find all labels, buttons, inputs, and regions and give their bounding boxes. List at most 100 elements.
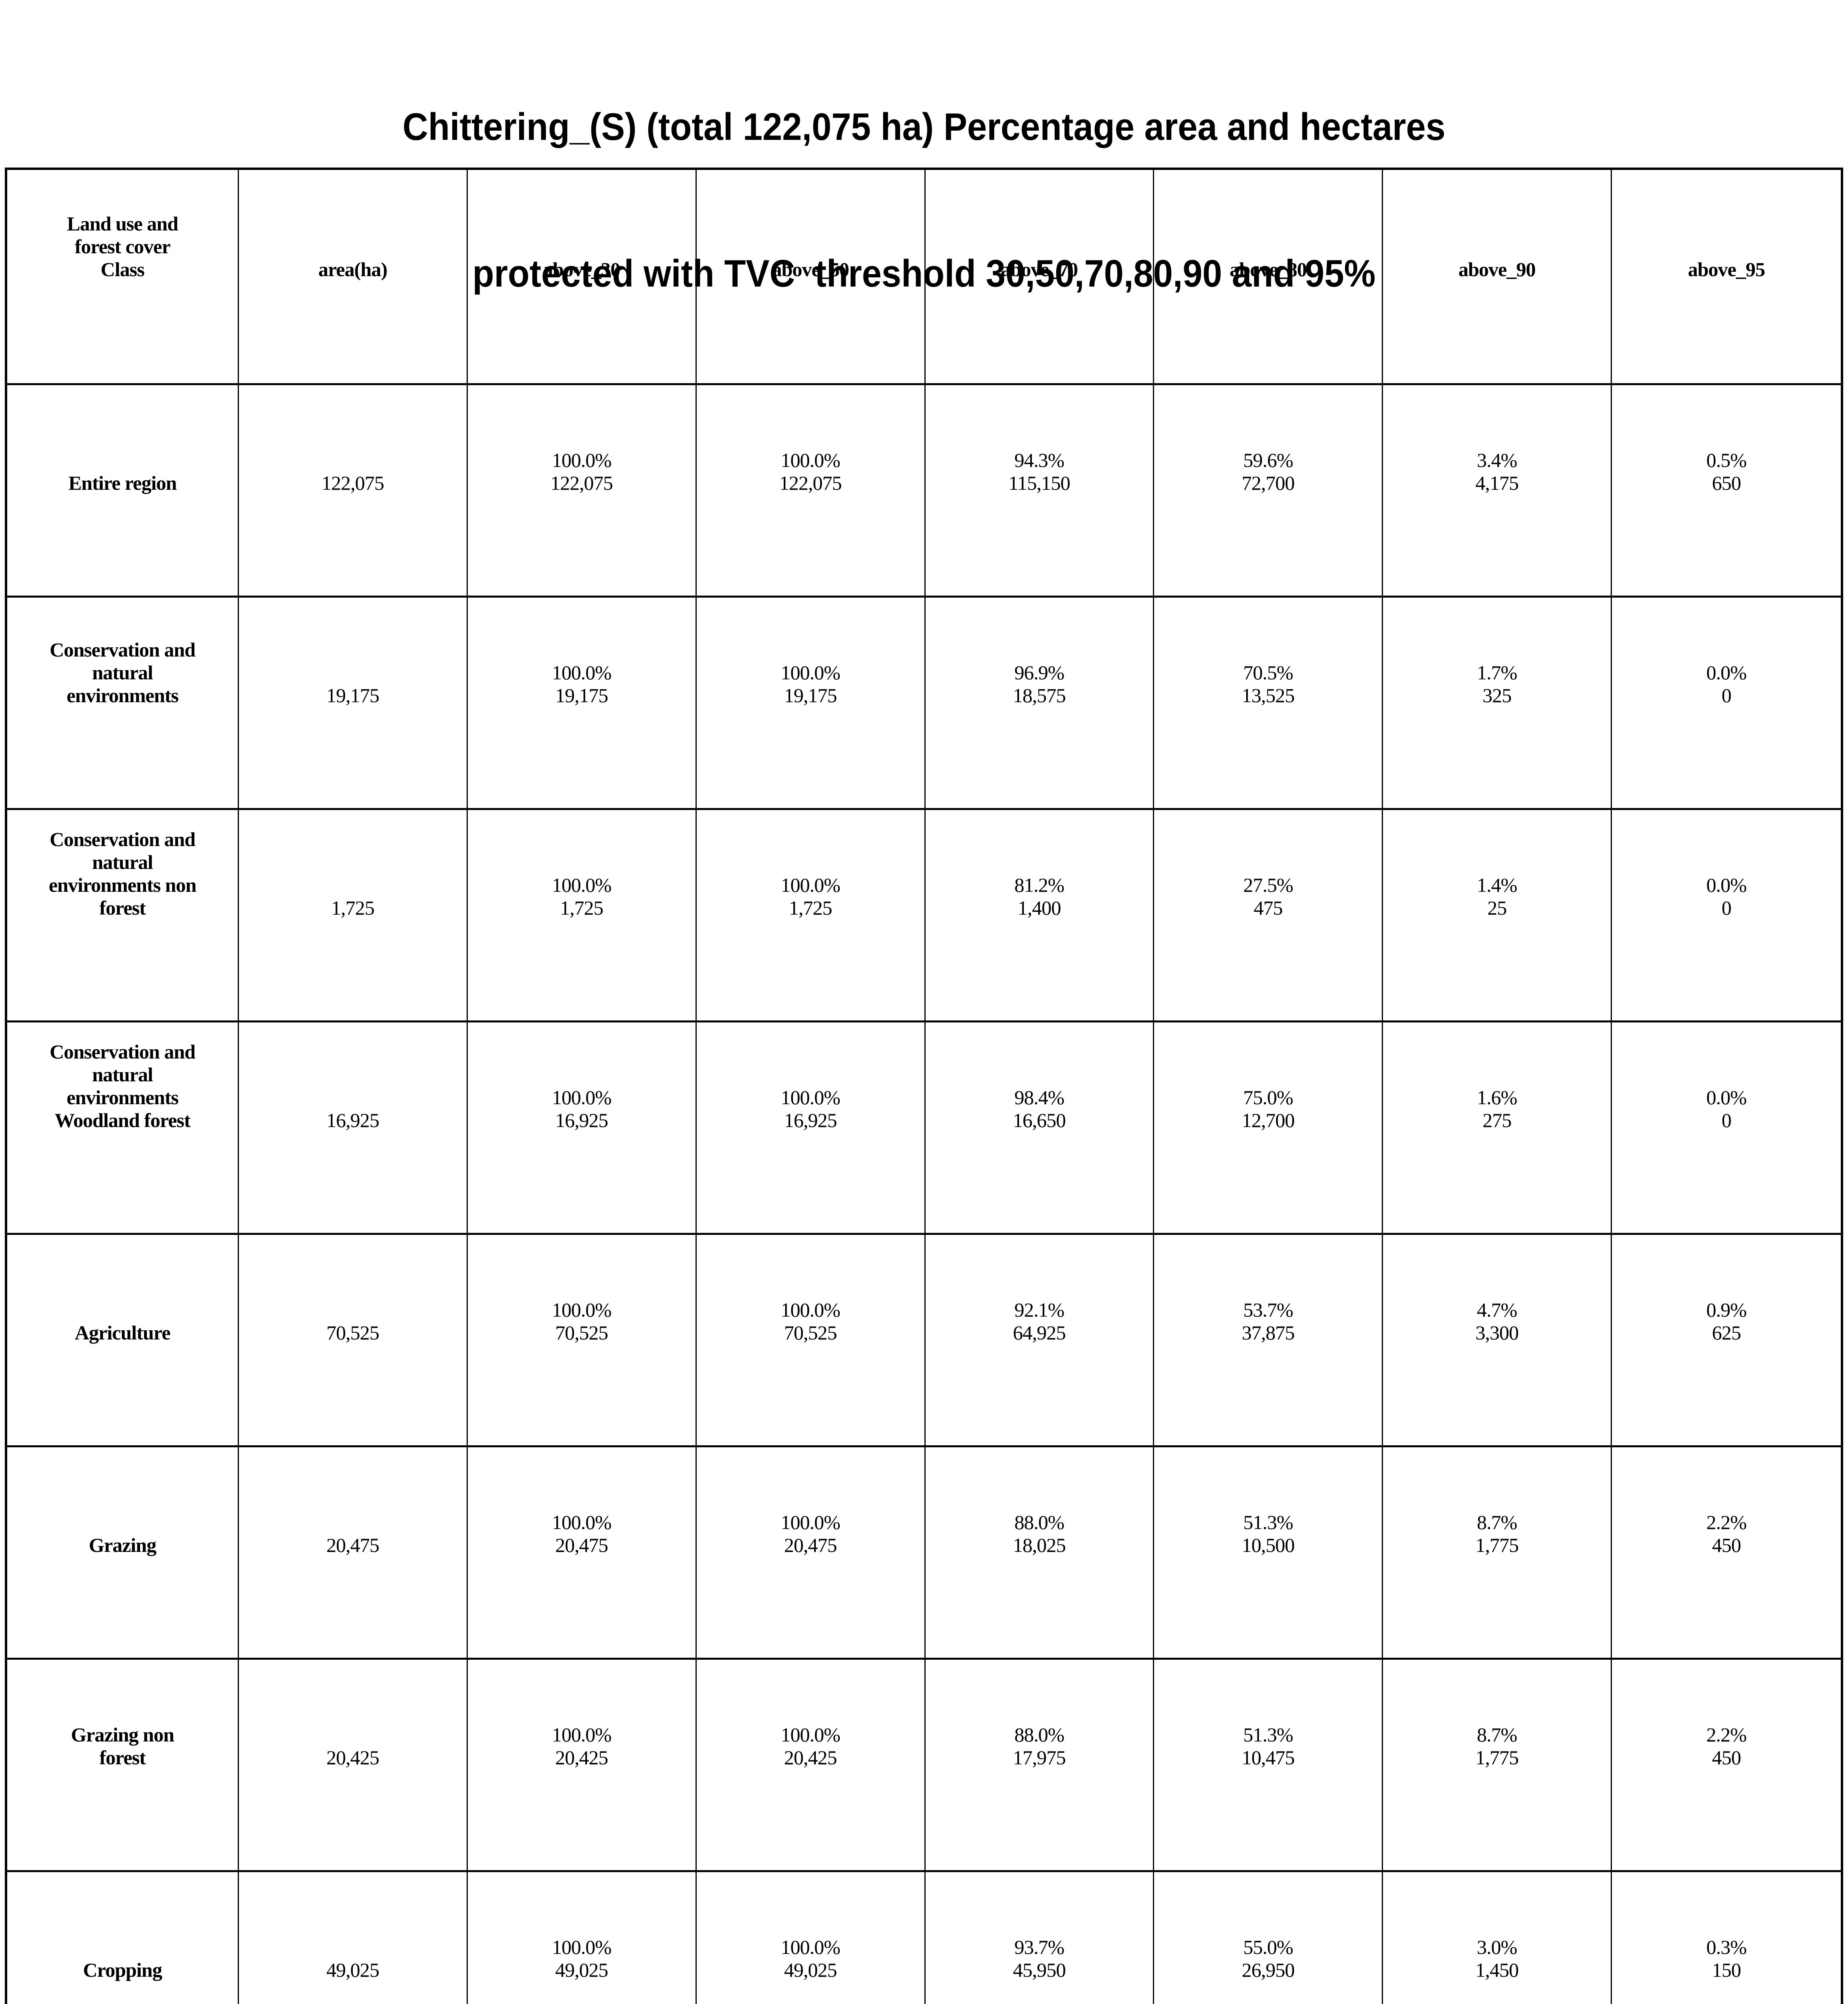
percent-value: 94.3%	[1014, 449, 1064, 471]
hectares-value: 4,175	[1475, 472, 1518, 494]
value-cell: 55.0% 26,950	[1154, 1872, 1383, 2004]
hectares-value: 37,875	[1241, 1321, 1295, 1344]
percent-value: 100.0%	[780, 449, 841, 471]
hectares-value: 1,775	[1475, 1534, 1518, 1556]
value-pair: 100.0% 1,725	[700, 874, 921, 919]
value-pair: 51.3% 10,475	[1157, 1723, 1379, 1769]
value-cell: 0.9% 625	[1612, 1235, 1841, 1447]
header-label: above_95	[1688, 258, 1765, 281]
value-pair: 100.0% 20,475	[471, 1511, 692, 1557]
value-cell: 100.0% 70,525	[467, 1235, 697, 1447]
hectares-value: 1,725	[789, 897, 832, 919]
value-pair: 100.0% 49,025	[471, 1936, 692, 1982]
value-pair: 100.0% 70,525	[700, 1299, 921, 1344]
area-value: 20,425	[326, 1746, 379, 1769]
row-label-cell: Agriculture	[7, 1235, 239, 1447]
header-label: Land use and forest cover Class	[67, 212, 178, 281]
value-cell: 3.4% 4,175	[1383, 385, 1612, 598]
header-label: above_50	[772, 258, 849, 281]
percent-value: 88.0%	[1014, 1723, 1064, 1746]
percent-value: 27.5%	[1243, 874, 1293, 896]
value-cell: 51.3% 10,475	[1154, 1660, 1383, 1872]
hectares-value: 20,425	[555, 1746, 608, 1769]
value-cell: 93.7% 45,950	[926, 1872, 1154, 2004]
percent-value: 0.0%	[1706, 874, 1747, 896]
value-cell: 98.4% 16,650	[925, 1022, 1154, 1235]
value-pair: 81.2% 1,400	[929, 874, 1150, 919]
value-pair: 0.3% 150	[1615, 1936, 1838, 1982]
value-cell: 0.5% 650	[1612, 385, 1841, 598]
percent-value: 0.9%	[1706, 1299, 1747, 1321]
value-cell: 75.0% 12,700	[1154, 1022, 1383, 1235]
percent-value: 100.0%	[552, 1299, 612, 1321]
value-cell: 100.0% 16,925	[696, 1022, 926, 1235]
hectares-value: 0	[1721, 684, 1732, 707]
value-cell: 96.9% 18,575	[925, 598, 1154, 810]
percent-value: 70.5%	[1243, 661, 1293, 684]
value-pair: 70.5% 13,525	[1157, 661, 1379, 707]
header-label: above_30	[543, 258, 621, 281]
value-pair: 8.7% 1,775	[1386, 1723, 1607, 1769]
value-pair: 55.0% 26,950	[1157, 1936, 1379, 1982]
value-pair: 100.0% 122,075	[471, 449, 692, 495]
percent-value: 8.7%	[1477, 1511, 1517, 1533]
percent-value: 96.9%	[1014, 661, 1064, 684]
hectares-value: 17,975	[1013, 1746, 1066, 1769]
hectares-value: 20,475	[784, 1534, 837, 1556]
hectares-value: 19,175	[555, 684, 608, 707]
title-line-1: Chittering_(S) (total 122,075 ha) Percen…	[402, 105, 1446, 148]
row-label: Grazing	[89, 1534, 157, 1556]
percent-value: 100.0%	[780, 661, 841, 684]
percent-value: 88.0%	[1014, 1511, 1064, 1533]
header-cell: above_30	[467, 170, 697, 385]
value-pair: 0.5% 650	[1615, 449, 1838, 495]
hectares-value: 70,525	[555, 1321, 608, 1344]
percent-value: 100.0%	[552, 1936, 612, 1958]
percent-value: 0.3%	[1706, 1936, 1747, 1958]
row-label-cell: Conservation and natural environments Wo…	[7, 1022, 239, 1235]
area-value: 70,525	[326, 1321, 379, 1344]
hectares-value: 1,775	[1475, 1746, 1518, 1769]
hectares-value: 72,700	[1241, 472, 1295, 494]
value-cell: 0.3% 150	[1612, 1872, 1841, 2004]
row-label: Grazing non forest	[71, 1723, 174, 1769]
hectares-value: 20,475	[555, 1534, 608, 1556]
value-cell: 2.2% 450	[1612, 1660, 1841, 1872]
value-pair: 3.4% 4,175	[1386, 449, 1607, 495]
hectares-value: 325	[1482, 684, 1512, 707]
hectares-value: 16,925	[555, 1109, 608, 1131]
value-cell: 8.7% 1,775	[1383, 1660, 1612, 1872]
value-cell: 88.0% 18,025	[925, 1447, 1154, 1660]
hectares-value: 26,950	[1241, 1959, 1295, 1981]
header-label: area(ha)	[318, 258, 388, 281]
hectares-value: 450	[1712, 1534, 1741, 1556]
hectares-value: 12,700	[1241, 1109, 1295, 1131]
percent-value: 0.0%	[1706, 661, 1747, 684]
value-cell: 100.0% 19,175	[696, 598, 926, 810]
percent-value: 3.4%	[1477, 449, 1517, 471]
area-value: 122,075	[321, 472, 384, 494]
hectares-value: 1,450	[1475, 1959, 1518, 1981]
value-pair: 59.6% 72,700	[1157, 449, 1379, 495]
value-cell: 100.0% 20,425	[696, 1660, 926, 1872]
percent-value: 93.7%	[1014, 1936, 1064, 1958]
percent-value: 100.0%	[780, 1086, 841, 1109]
row-label-cell: Grazing non forest	[7, 1660, 239, 1872]
percent-value: 3.0%	[1477, 1936, 1517, 1958]
hectares-value: 450	[1712, 1746, 1741, 1769]
percent-value: 81.2%	[1014, 874, 1064, 896]
area-cell: 122,075	[239, 385, 468, 598]
hectares-value: 3,300	[1475, 1321, 1518, 1344]
percent-value: 100.0%	[780, 1299, 841, 1321]
percent-value: 55.0%	[1243, 1936, 1293, 1958]
hectares-value: 25	[1487, 897, 1507, 919]
header-cell: above_50	[696, 170, 926, 385]
hectares-value: 70,525	[784, 1321, 837, 1344]
hectares-value: 16,650	[1013, 1109, 1066, 1131]
value-cell: 100.0% 70,525	[696, 1235, 926, 1447]
percent-value: 100.0%	[552, 449, 612, 471]
value-cell: 4.7% 3,300	[1383, 1235, 1612, 1447]
value-pair: 88.0% 18,025	[929, 1511, 1150, 1557]
area-cell: 19,175	[239, 598, 468, 810]
